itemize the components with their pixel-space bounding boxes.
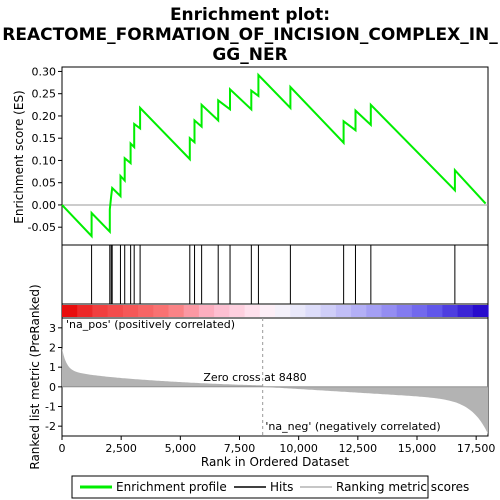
es-series [61,72,487,239]
color-bar-segment [122,305,139,317]
x-tick-label: 5,000 [165,442,197,455]
title-line-1: Enrichment plot: [170,5,330,25]
color-bar-segment [290,305,306,317]
zero-cross-label: Zero cross at 8480 [203,371,306,384]
x-tick-label: 17,500 [457,442,496,455]
color-bar-segment [411,305,428,317]
color-bar-segment [275,305,291,317]
color-bar-segment [153,305,170,317]
color-bar-segment [351,305,367,317]
pos-label: 'na_pos' (positively correlated) [66,318,235,331]
color-bar-segment [183,305,200,317]
metric-tick-label: -1 [45,401,56,414]
color-bar-segment [427,305,443,317]
es-tick-label: 0.10 [32,154,57,167]
color-bar-segment [62,305,78,317]
color-bar-segment [138,305,154,317]
x-axis: 0 2,500 5,000 7,500 10,000 12,500 15,000 17,500 [59,436,496,455]
legend-label-es: Enrichment profile [116,480,227,494]
color-bar-segment [259,305,276,317]
metric-tick-label: 1 [49,361,56,374]
x-tick-label: 10,000 [279,442,318,455]
color-bar-segment [396,305,413,317]
color-bar-segment [168,305,185,317]
color-bar-segment [214,305,230,317]
x-tick-label: 7,500 [224,442,256,455]
title-line-3: GG_NER [212,45,287,65]
metric-fill [62,347,488,434]
metric-tick-label: 0 [49,381,56,394]
es-panel [61,66,489,246]
es-tick-label: 0.25 [32,88,57,101]
y-axis-label-es: Enrichment score (ES) [12,90,26,223]
color-bar-segment [320,305,337,317]
es-tick-label: 0.30 [32,65,57,78]
color-bar-segment [381,305,398,317]
color-bar-segment [77,305,93,317]
color-bar-segment [442,305,459,317]
color-bar-segment [305,305,322,317]
metric-axis: -2 -1 0 1 2 3 [45,322,62,433]
color-bar-segment [107,305,124,317]
es-tick-label: 0.15 [32,132,57,145]
color-bar-segment [244,305,261,317]
x-axis-label: Rank in Ordered Dataset [201,455,349,469]
color-bar-segment [457,305,474,317]
title-line-2: REACTOME_FORMATION_OF_INCISION_COMPLEX_I… [2,25,498,45]
metric-tick-label: -2 [45,420,56,433]
x-tick-label: 15,000 [398,442,437,455]
hit-marks [91,245,456,304]
ranking-metric-area [62,347,488,434]
legend: Enrichment profile Hits Ranking metric s… [71,475,469,499]
color-bar-segment [229,305,246,317]
color-bar-segment [335,305,352,317]
x-tick-label: 2,500 [105,442,137,455]
rank-color-bar [62,305,489,317]
color-bar-segment [198,305,215,317]
color-bar-segment [92,305,109,317]
es-axis: -0.05 0.00 0.05 0.10 0.15 0.20 0.25 0.30 [28,65,62,234]
neg-label: 'na_neg' (negatively correlated) [265,420,440,433]
color-bar-segment [366,305,383,317]
color-bar-segment [472,305,489,317]
es-tick-label: -0.05 [28,221,56,234]
legend-label-hits: Hits [270,480,293,494]
es-tick-label: 0.05 [32,177,57,190]
hits-panel [61,244,489,305]
x-tick-label: 0 [59,442,66,455]
es-tick-label: 0.00 [32,199,57,212]
legend-label-metric: Ranking metric scores [336,480,469,494]
enrichment-profile-line [61,72,487,239]
es-tick-label: 0.20 [32,110,57,123]
metric-tick-label: 2 [49,342,56,355]
x-tick-label: 12,500 [339,442,378,455]
y-axis-label-metric: Ranked list metric (PreRanked) [28,284,42,469]
metric-tick-label: 3 [49,322,56,335]
